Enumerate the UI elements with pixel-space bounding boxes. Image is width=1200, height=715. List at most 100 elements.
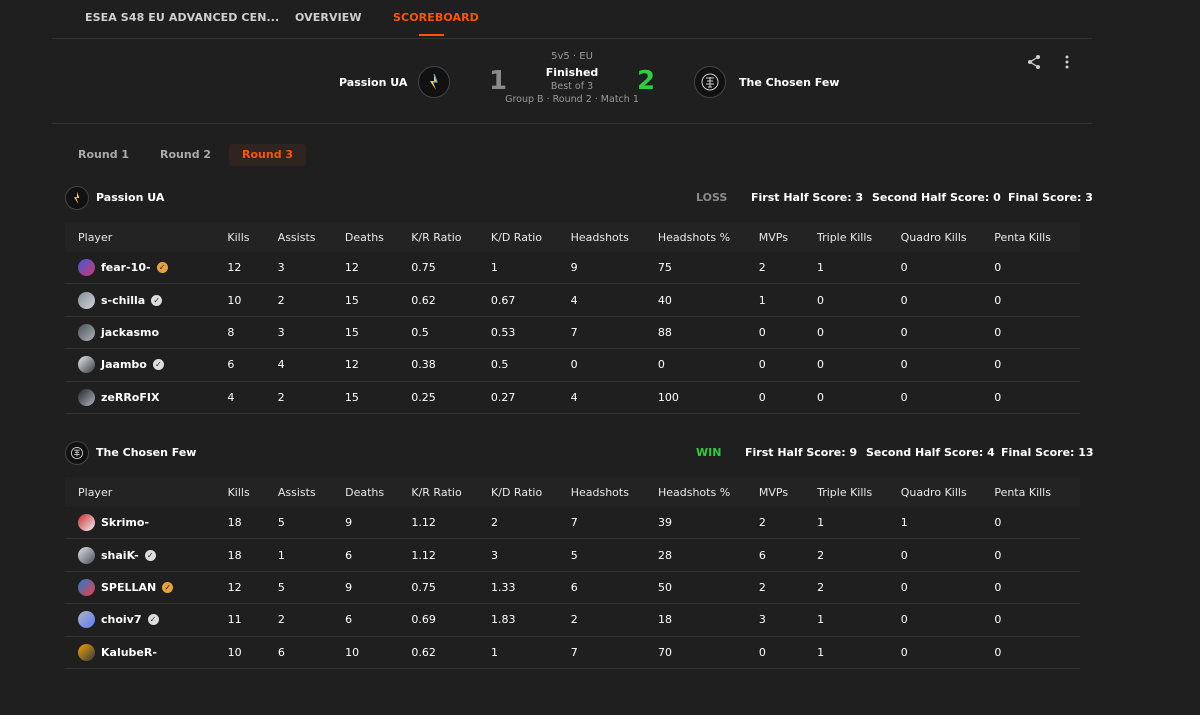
team2-score: 2	[637, 66, 656, 96]
player-avatar[interactable]	[78, 643, 95, 661]
player-avatar[interactable]	[78, 356, 95, 374]
stat-cell: 39	[657, 507, 759, 540]
player-avatar[interactable]	[78, 291, 95, 309]
player-cell: Jaambo ✓	[65, 348, 228, 382]
share-icon[interactable]	[1026, 54, 1042, 70]
player-avatar[interactable]	[78, 546, 95, 564]
player-avatar[interactable]	[78, 578, 95, 596]
stat-cell: 75	[657, 252, 759, 285]
stat-cell: 1	[817, 603, 901, 637]
player-avatar[interactable]	[78, 514, 95, 532]
stat-cell: 0	[900, 381, 995, 414]
stat-cell: 6	[345, 603, 412, 637]
stat-cell: 40	[657, 283, 759, 317]
stat-cell: 0.53	[490, 316, 571, 350]
stat-cell: 7	[570, 636, 658, 669]
tab-overview[interactable]: OVERVIEW	[295, 11, 362, 24]
player-avatar[interactable]	[78, 323, 95, 341]
player-name[interactable]: shaiK-	[101, 548, 139, 562]
team1-first-half: First Half Score: 3	[751, 191, 864, 204]
stat-cell: 2	[758, 571, 818, 605]
player-avatar[interactable]	[78, 259, 95, 277]
column-header: Quadro Kills	[900, 222, 995, 252]
player-row[interactable]: zeRRoFIX 4 2 15 0.25 0.27 4 100 0 0 0 0	[65, 381, 1080, 414]
stat-cell: 0	[657, 348, 759, 382]
tab-scoreboard[interactable]: SCOREBOARD	[393, 11, 479, 24]
stat-cell: 0	[570, 348, 658, 382]
stat-cell: 0.67	[490, 283, 571, 317]
match-format: 5v5 · EU	[551, 51, 593, 62]
team1-score: 1	[489, 66, 508, 96]
stat-cell: 10	[345, 636, 412, 669]
stat-cell: 0	[994, 381, 1080, 414]
stat-cell: 2	[758, 252, 818, 285]
round-tab-2[interactable]: Round 2	[160, 148, 212, 161]
player-name[interactable]: fear-10-	[101, 261, 151, 275]
stat-cell: 0	[900, 348, 995, 382]
stat-cell: 9	[570, 252, 658, 285]
player-row[interactable]: KalubeR- 10 6 10 0.62 1 7 70 0 1 0 0	[65, 636, 1080, 669]
player-name[interactable]: Skrimo-	[101, 516, 150, 530]
round-tab-1[interactable]: Round 1	[78, 148, 130, 161]
stat-cell: 28	[657, 538, 759, 572]
stat-cell: 4	[227, 381, 278, 414]
player-name[interactable]: KalubeR-	[101, 645, 157, 659]
team1-name[interactable]: Passion UA	[339, 76, 408, 89]
player-row[interactable]: Jaambo ✓ 6 4 12 0.38 0.5 0 0 0 0 0 0	[65, 348, 1080, 382]
team2-result: WIN	[696, 446, 722, 459]
stat-cell: 0	[900, 636, 995, 669]
player-name[interactable]: Jaambo	[101, 358, 147, 372]
player-avatar[interactable]	[78, 388, 95, 406]
stat-cell: 5	[277, 571, 346, 605]
more-options-icon[interactable]	[1059, 54, 1075, 70]
passion-ua-logo-icon	[73, 191, 80, 205]
stat-cell: 6	[277, 636, 346, 669]
player-avatar[interactable]	[78, 611, 95, 629]
column-header: Triple Kills	[817, 222, 901, 252]
player-row[interactable]: fear-10- ✓ 12 3 12 0.75 1 9 75 2 1 0 0	[65, 252, 1080, 285]
team2-header: The Chosen Few WIN First Half Score: 9 S…	[65, 441, 1094, 465]
column-header: Assists	[277, 222, 345, 252]
stat-cell: 2	[817, 571, 901, 605]
team2-name[interactable]: The Chosen Few	[739, 76, 840, 89]
stat-cell: 2	[277, 381, 345, 414]
team1-logo[interactable]	[418, 66, 450, 98]
player-row[interactable]: Skrimo- 18 5 9 1.12 2 7 39 2 1 1 0	[65, 507, 1080, 540]
tab-tournament[interactable]: ESEA S48 EU ADVANCED CEN...	[85, 11, 280, 24]
player-cell: fear-10- ✓	[65, 252, 228, 285]
player-name[interactable]: zeRRoFIX	[101, 390, 160, 404]
team2-stats-table: Player Kills Assists Deaths K/R Ratio K/D Rat…	[65, 477, 1080, 669]
team2-final: Final Score: 13	[1001, 446, 1094, 459]
stat-cell: 0.62	[411, 283, 491, 317]
column-header: Deaths	[345, 477, 412, 507]
player-cell: SPELLAN ✓	[65, 571, 228, 605]
stat-cell: 0.69	[411, 603, 492, 637]
player-row[interactable]: choiv7 ✓ 11 2 6 0.69 1.83 2 18 3 1 0 0	[65, 603, 1080, 637]
player-cell: zeRRoFIX	[65, 381, 228, 414]
active-tab-indicator	[419, 34, 444, 36]
match-status: Finished	[545, 66, 599, 79]
player-row[interactable]: shaiK- ✓ 18 1 6 1.12 3 5 28 6 2 0 0	[65, 538, 1080, 572]
player-row[interactable]: jackasmo 8 3 15 0.5 0.53 7 88 0 0 0 0	[65, 316, 1080, 350]
stat-cell: 0	[994, 348, 1080, 382]
stat-cell: 0.38	[411, 348, 491, 382]
player-name[interactable]: jackasmo	[101, 325, 160, 339]
team1-stats-table: Player Kills Assists Deaths K/R Ratio K/D Rat…	[65, 222, 1080, 414]
column-header: MVPs	[758, 222, 818, 252]
match-info: 5v5 · EU Finished Best of 3 Group B · Ro…	[492, 51, 652, 105]
player-name[interactable]: choiv7	[101, 613, 142, 627]
column-header: Quadro Kills	[900, 477, 995, 507]
stat-cell: 3	[758, 603, 818, 637]
stat-cell: 88	[657, 316, 759, 350]
player-name[interactable]: s-chilla	[101, 293, 146, 307]
player-name[interactable]: SPELLAN	[101, 580, 157, 594]
stat-cell: 70	[657, 636, 759, 669]
player-row[interactable]: s-chilla ✓ 10 2 15 0.62 0.67 4 40 1 0 0 0	[65, 283, 1080, 317]
round-tab-3[interactable]: Round 3	[229, 144, 307, 166]
team2-logo[interactable]	[694, 66, 726, 98]
stat-cell: 6	[345, 538, 412, 572]
stat-cell: 2	[758, 507, 818, 540]
player-row[interactable]: SPELLAN ✓ 12 5 9 0.75 1.33 6 50 2 2 0 0	[65, 571, 1080, 605]
stat-cell: 9	[345, 507, 412, 540]
column-header: Deaths	[344, 222, 412, 252]
